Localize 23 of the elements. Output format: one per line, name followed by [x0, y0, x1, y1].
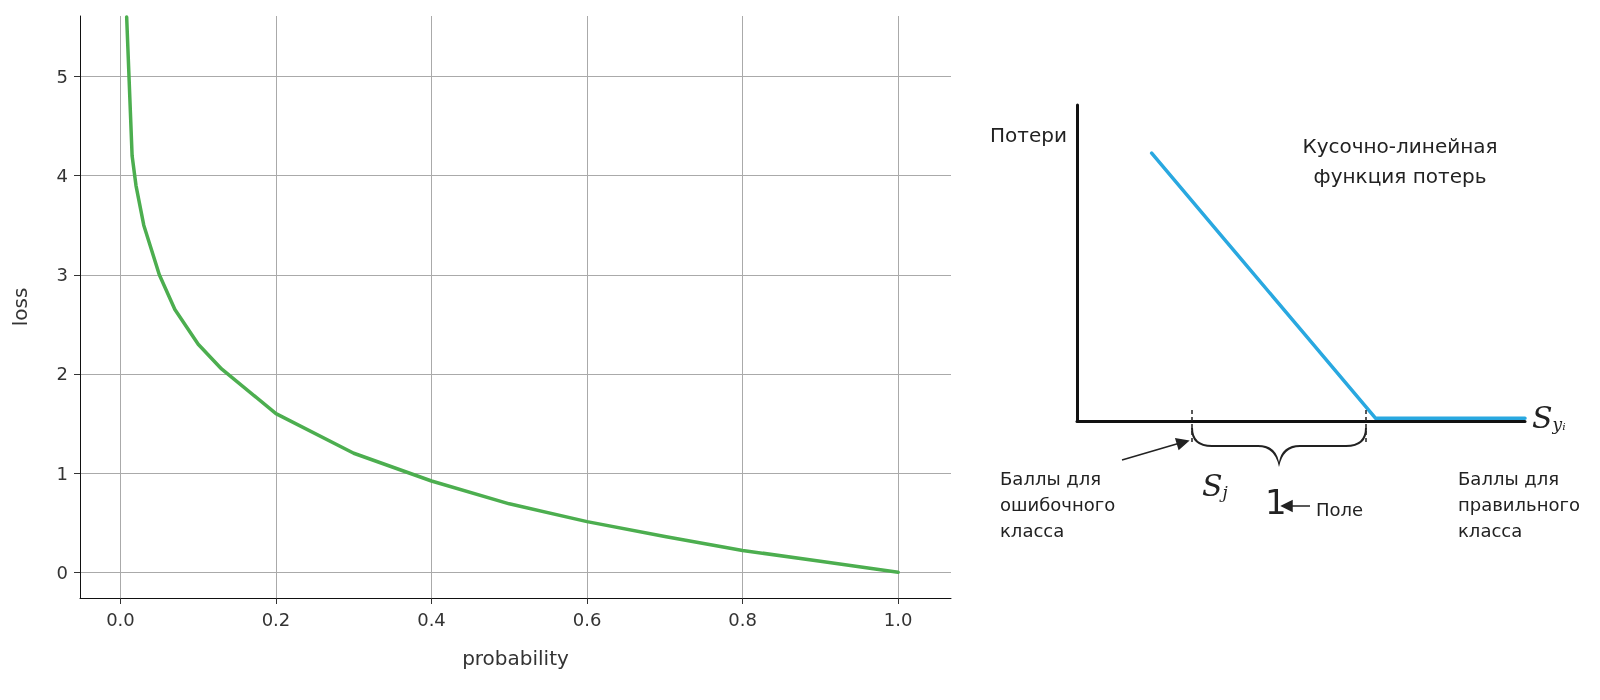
x-tick-label: 0.2	[261, 608, 291, 630]
text: Sj	[1202, 467, 1229, 503]
y-axis-title: Потери	[990, 123, 1067, 147]
text: 1	[1265, 482, 1287, 522]
text: Поле	[1316, 498, 1364, 520]
y-tick-label: 5	[56, 65, 68, 87]
x-tick-label: 0.8	[728, 608, 757, 630]
y-tick-label: 0	[56, 561, 68, 583]
x-tick-label: 1.0	[883, 608, 913, 630]
x-tick-label: 0.0	[106, 608, 135, 630]
line-series	[124, 15, 900, 574]
y-axis-title: loss	[8, 287, 32, 327]
y-tick-label: 2	[56, 363, 68, 385]
x-tick-label: 0.4	[417, 608, 446, 630]
text: Syᵢ	[1532, 399, 1566, 435]
text: Баллы для правильного класса	[1458, 467, 1580, 541]
y-tick-label: 4	[56, 165, 68, 187]
x-tick-label: 0.6	[572, 608, 602, 630]
x-axis-title: probability	[462, 646, 570, 670]
text: Баллы для ошибочного класса	[1000, 467, 1116, 541]
chart-title: Кусочно-линейная функция потерь	[1302, 134, 1498, 188]
y-tick-label: 3	[56, 264, 68, 286]
y-tick-label: 1	[56, 462, 68, 484]
